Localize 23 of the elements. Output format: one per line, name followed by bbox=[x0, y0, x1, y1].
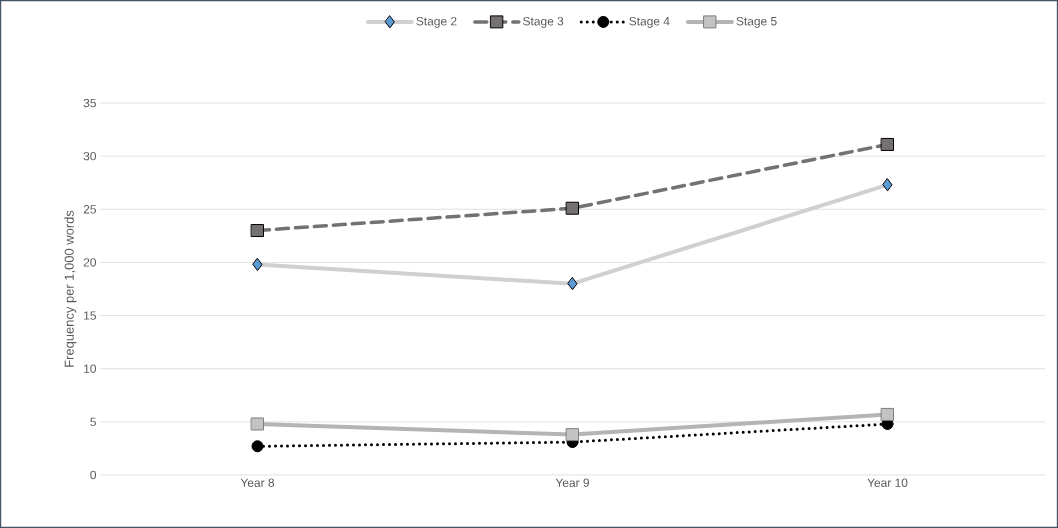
y-tick-label: 5 bbox=[90, 417, 96, 427]
point bbox=[881, 407, 895, 421]
y-tick-label: 25 bbox=[83, 205, 96, 214]
y-tick-label: 20 bbox=[83, 258, 97, 267]
point bbox=[251, 440, 264, 453]
y-tick-label: 30 bbox=[83, 151, 97, 161]
point bbox=[566, 428, 580, 442]
point bbox=[881, 137, 895, 151]
x-tick-label: Year 10 bbox=[867, 478, 908, 487]
y-axis-title: Frequency per 1,000 words bbox=[64, 210, 77, 367]
y-tick-label: 10 bbox=[84, 364, 97, 373]
legend-label: Stage 4 bbox=[629, 16, 670, 28]
point bbox=[566, 201, 580, 215]
y-tick-label: 35 bbox=[83, 98, 96, 108]
x-tick-label: Year 8 bbox=[240, 478, 275, 487]
point bbox=[251, 417, 264, 431]
y-tick-label: 15 bbox=[84, 311, 96, 320]
legend-label: Stage 3 bbox=[523, 16, 564, 28]
legend-label: Stage 2 bbox=[416, 16, 457, 28]
y-tick-label: 0 bbox=[90, 470, 97, 480]
point bbox=[251, 224, 264, 238]
x-tick-label: Year 9 bbox=[555, 478, 589, 487]
legend-label: Stage 5 bbox=[736, 16, 777, 28]
